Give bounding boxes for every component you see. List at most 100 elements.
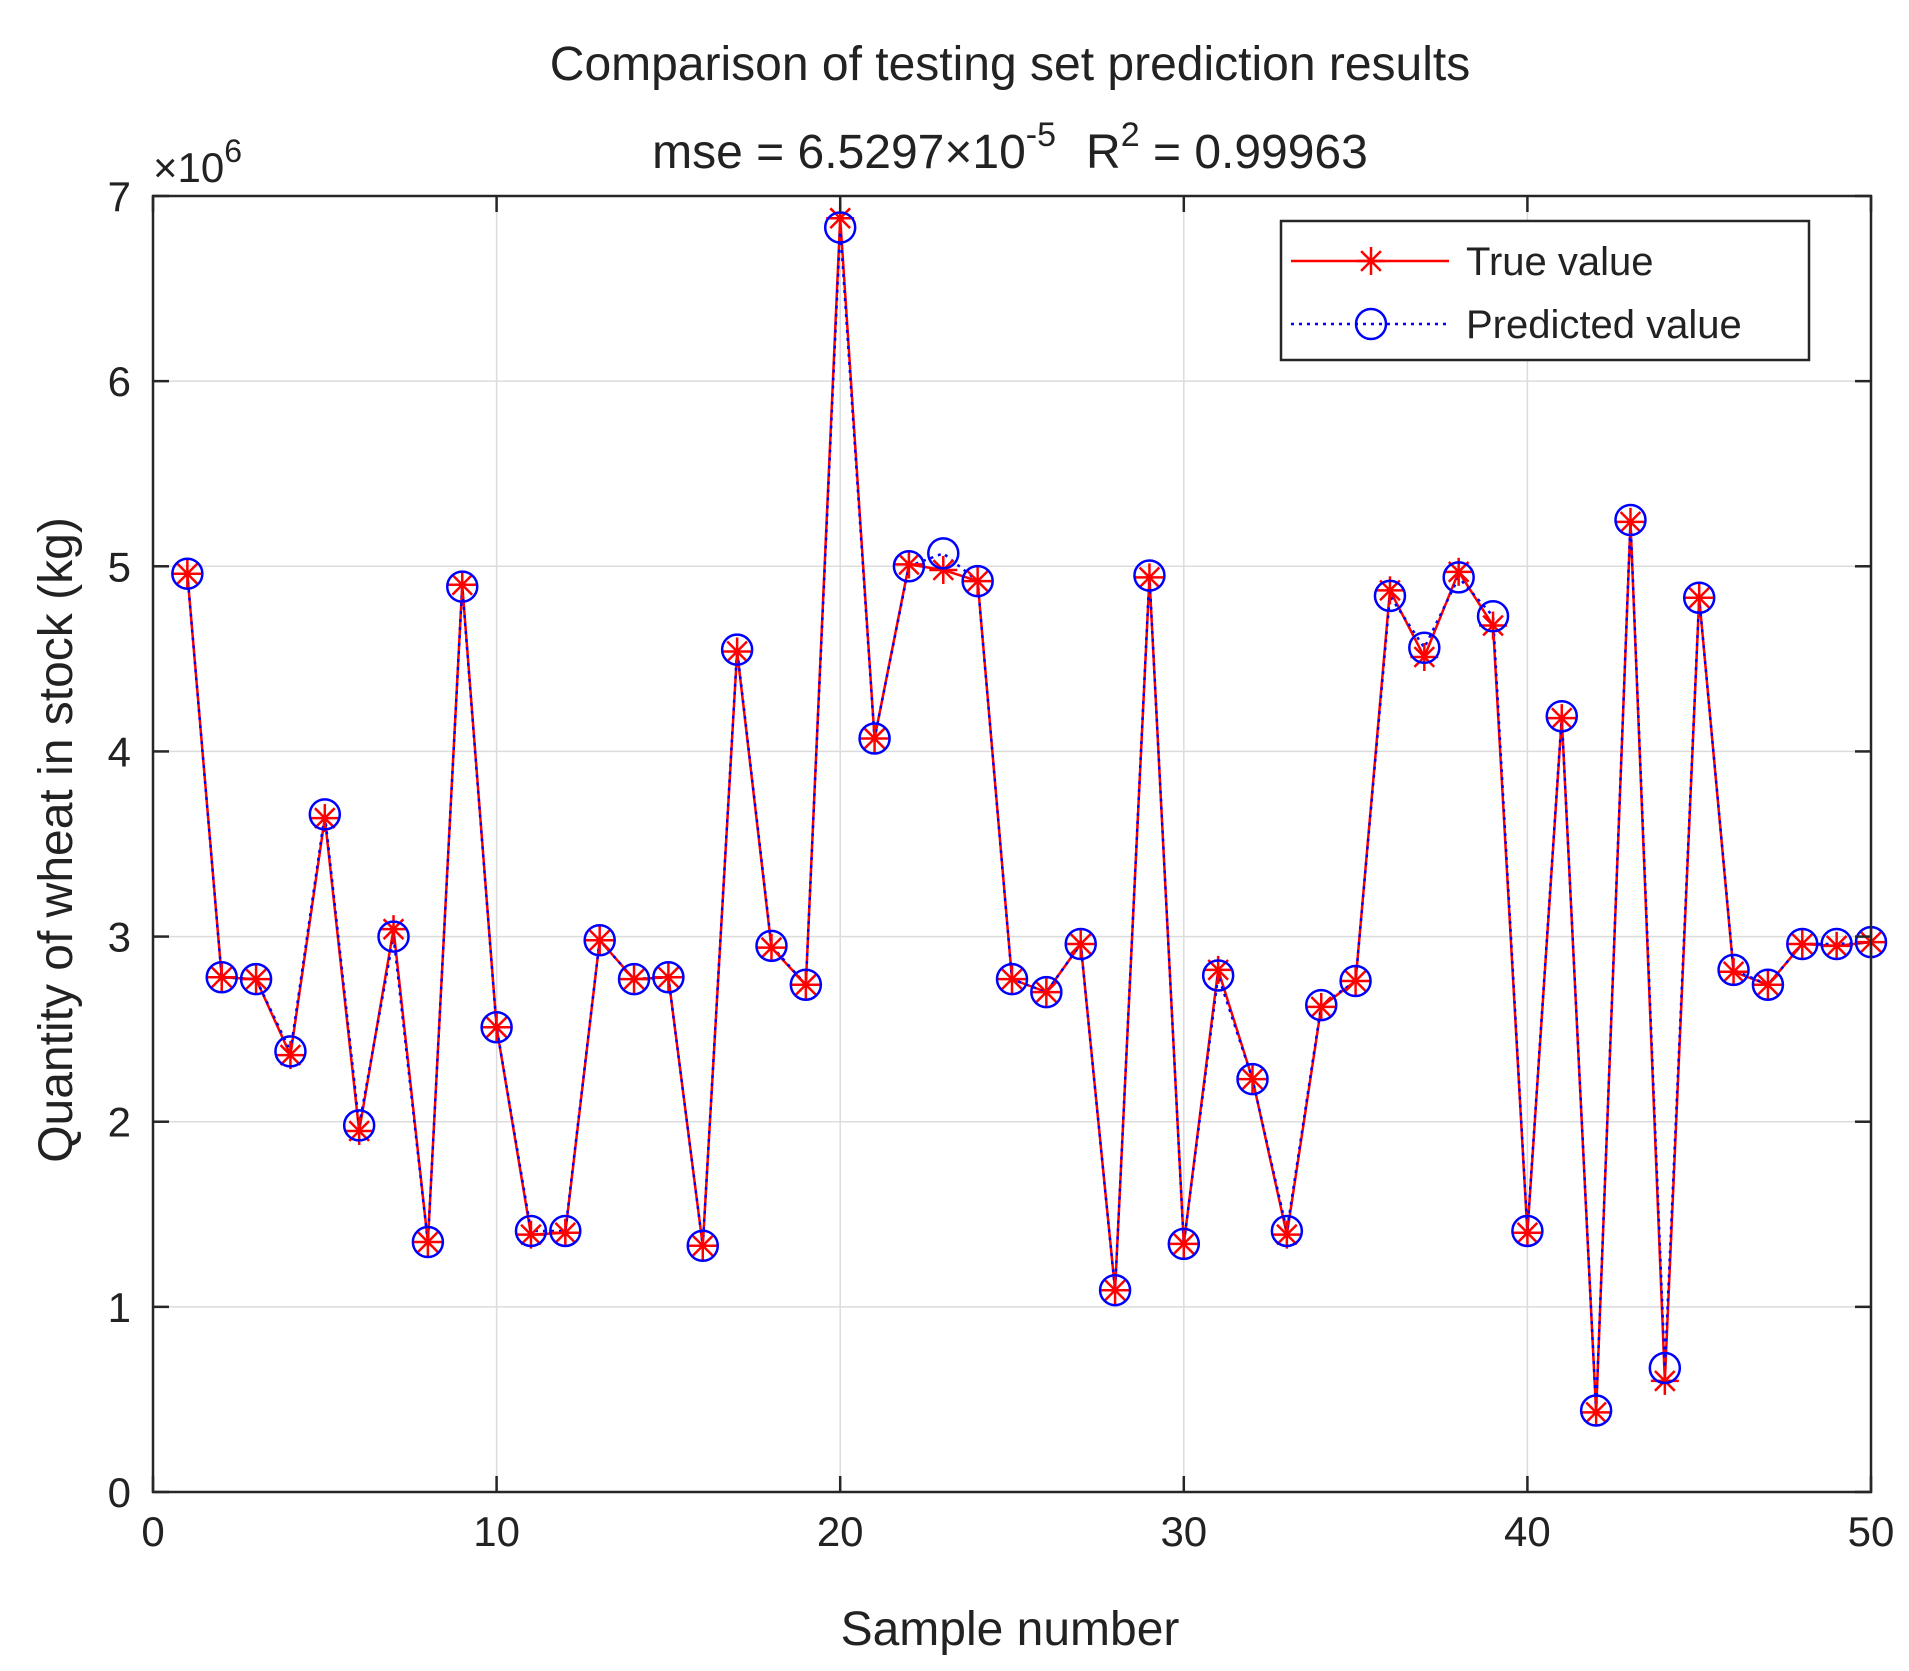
- subtitle-mse-prefix: mse = 6.5297×10: [652, 126, 1026, 179]
- predicted-value-point: [480, 1011, 513, 1044]
- y-tick-label: 3: [108, 914, 131, 961]
- predicted-value-point: [411, 1225, 445, 1259]
- x-tick-label: 50: [1848, 1508, 1895, 1555]
- true-value-point: [482, 1013, 511, 1042]
- true-value-point: [998, 965, 1026, 994]
- true-value-line: [186, 216, 1872, 1414]
- predicted-value-point: [1304, 988, 1338, 1022]
- y-tick-label: 6: [108, 358, 131, 405]
- legend-pred-marker: [1354, 307, 1388, 341]
- predicted-value-point: [1133, 559, 1166, 592]
- predicted-value-point: [1614, 503, 1647, 537]
- true-value-point: [276, 1041, 305, 1070]
- true-value-point: [1169, 1229, 1198, 1258]
- true-value-point: [1547, 704, 1576, 733]
- predicted-value-point: [1098, 1273, 1132, 1307]
- true-value-point: [379, 915, 408, 944]
- x-axis-label: Sample number: [841, 1603, 1180, 1656]
- predicted-value-point: [1545, 700, 1579, 733]
- predicted-value-point: [652, 961, 685, 994]
- y-scale-label: ×106: [153, 133, 242, 191]
- predicted-value-point: [583, 924, 616, 957]
- true-value-point: [1238, 1065, 1267, 1094]
- predicted-value-point: [171, 557, 204, 590]
- true-value-point: [585, 926, 614, 955]
- true-value-point: [242, 965, 271, 994]
- subtitle-r2-prefix: R: [1086, 126, 1121, 179]
- true-value-point: [654, 963, 683, 992]
- true-value-point: [1479, 611, 1508, 640]
- grid: [153, 196, 1871, 1492]
- predicted-value-point: [1201, 959, 1235, 992]
- subtitle-r2-exponent: 2: [1121, 116, 1140, 154]
- true-value-point: [1101, 1276, 1130, 1305]
- x-tick-label: 0: [141, 1508, 164, 1555]
- legend: True value Predicted value: [1279, 219, 1811, 362]
- predicted-value-point: [1786, 927, 1819, 961]
- predicted-value-point: [617, 962, 651, 996]
- true-value-point: [1307, 992, 1336, 1021]
- legend-pred-label: Predicted value: [1466, 303, 1742, 347]
- true-value-point: [1616, 507, 1645, 536]
- subtitle-r2-value: = 0.99963: [1140, 126, 1368, 179]
- true-value-point: [860, 724, 889, 753]
- x-tick-label: 20: [817, 1508, 864, 1555]
- predicted-value-point: [377, 920, 410, 953]
- legend-box: [1279, 219, 1811, 362]
- predicted-value-point: [1682, 581, 1716, 615]
- true-value-point: [757, 933, 786, 962]
- true-value-point: [1341, 967, 1370, 996]
- predicted-value-point: [892, 550, 926, 583]
- true-value-point: [1513, 1218, 1542, 1247]
- legend-true-marker: [1357, 247, 1385, 275]
- tick-labels: 0 10 20 30 40 50 0 1 2 3 4 5 6 7: [108, 173, 1895, 1555]
- predicted-value-point: [274, 1035, 307, 1068]
- y-tick-label: 1: [108, 1284, 131, 1331]
- true-value-point: [207, 963, 236, 992]
- predicted-value-point: [549, 1214, 582, 1248]
- predicted-value-point: [961, 564, 994, 598]
- series-lines: [186, 216, 1872, 1414]
- predicted-value-point: [308, 798, 342, 831]
- y-tick-label: 0: [108, 1469, 131, 1516]
- predicted-value-point: [205, 961, 238, 994]
- true-value-point: [1822, 931, 1851, 960]
- predicted-value-point: [445, 570, 479, 603]
- y-tick-label: 5: [108, 543, 131, 590]
- predicted-value-point: [1373, 579, 1407, 613]
- predicted-value-point: [686, 1229, 720, 1263]
- predicted-value-point: [514, 1214, 548, 1248]
- true-value-point: [1410, 643, 1439, 672]
- legend-true-label: True value: [1466, 240, 1654, 284]
- true-value-point: [791, 970, 820, 999]
- true-value-point: [551, 1218, 580, 1247]
- plot-frame: [151, 194, 1873, 1494]
- predicted-value-point: [1167, 1227, 1201, 1261]
- true-value-point: [1032, 978, 1061, 1007]
- true-value-point: [448, 570, 477, 599]
- true-value-point: [1788, 929, 1817, 958]
- predicted-value-point: [1270, 1214, 1304, 1248]
- x-tick-label: 40: [1504, 1508, 1551, 1555]
- y-scale-exponent: 6: [224, 133, 242, 169]
- predicted-value-point: [1511, 1214, 1544, 1248]
- predicted-value-point: [1030, 975, 1063, 1009]
- predicted-value-point: [823, 211, 857, 244]
- predicted-value-point: [755, 929, 788, 963]
- true-value-point: [1272, 1220, 1301, 1249]
- predicted-value-point: [1648, 1351, 1682, 1385]
- predicted-value-point: [1717, 953, 1750, 987]
- y-tick-label: 7: [108, 173, 131, 220]
- predicted-value-point: [1476, 600, 1510, 633]
- subtitle-mse-exponent: -5: [1026, 116, 1056, 154]
- predicted-value-point: [1442, 561, 1475, 594]
- predicted-value-point: [1751, 968, 1785, 1001]
- predicted-value-point: [789, 968, 823, 1001]
- axes: [151, 194, 1873, 1494]
- true-value-point: [963, 567, 992, 596]
- x-tick-label: 10: [473, 1508, 520, 1555]
- predicted-value-point: [342, 1109, 376, 1142]
- true-value-point: [826, 204, 855, 233]
- true-value-point: [173, 559, 202, 588]
